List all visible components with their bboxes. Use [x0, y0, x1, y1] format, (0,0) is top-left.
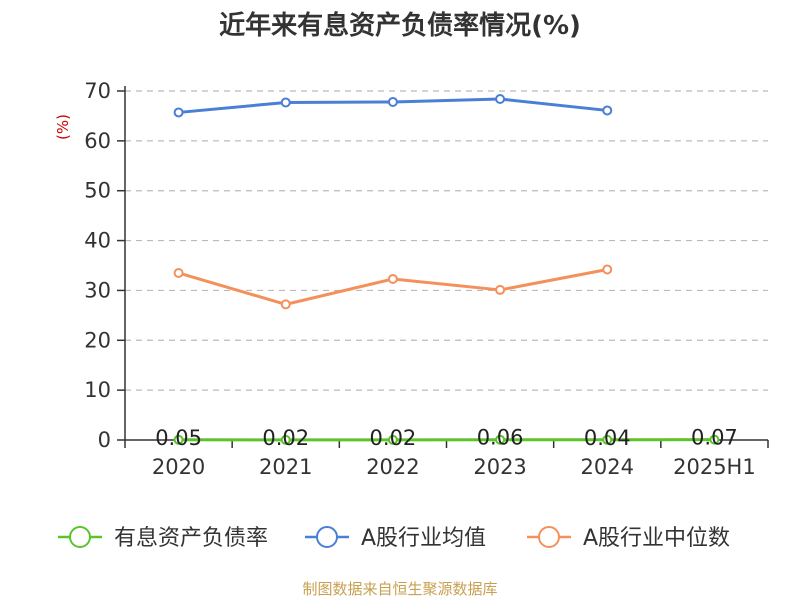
- x-tick-label: 2023: [473, 455, 526, 479]
- data-point[interactable]: [280, 299, 291, 310]
- data-point[interactable]: [173, 107, 184, 118]
- data-labels: 0.05 0.02 0.02 0.06 0.04 0.07: [155, 426, 738, 450]
- data-label: 0.04: [584, 426, 631, 450]
- x-tick-label: 2024: [581, 455, 634, 479]
- data-point[interactable]: [387, 96, 398, 107]
- gridlines: [125, 90, 768, 391]
- data-point[interactable]: [280, 97, 291, 108]
- data-label: 0.05: [155, 426, 202, 450]
- x-tick-label: 2022: [366, 455, 419, 479]
- legend-marker: [316, 526, 338, 548]
- legend-marker: [538, 526, 560, 548]
- data-label: 0.06: [477, 426, 524, 450]
- y-tick-label: 50: [84, 179, 111, 203]
- data-point[interactable]: [173, 434, 184, 445]
- x-tick-label: 2025H1: [673, 455, 756, 479]
- series-group: [173, 93, 720, 445]
- axes: 0 10 20 30 40 50 60 70 2020 2021 2022 2023 2024 2025H…: [84, 79, 769, 479]
- legend-item-1[interactable]: A股行业均值: [305, 526, 486, 551]
- data-point[interactable]: [602, 434, 613, 445]
- chart-title: 近年来有息资产负债率情况(%): [219, 10, 581, 41]
- data-point[interactable]: [602, 264, 613, 275]
- x-tick-label: 2020: [152, 455, 205, 479]
- legend-item-0[interactable]: 有息资产负债率: [58, 526, 268, 551]
- data-point[interactable]: [602, 105, 613, 116]
- legend-label: 有息资产负债率: [114, 526, 268, 551]
- y-tick-label: 0: [98, 428, 111, 452]
- x-tick-label: 2021: [259, 455, 312, 479]
- data-point[interactable]: [280, 434, 291, 445]
- y-tick-label: 40: [84, 229, 111, 253]
- data-point[interactable]: [709, 434, 720, 445]
- data-point[interactable]: [495, 93, 506, 104]
- legend[interactable]: 有息资产负债率 A股行业均值 A股行业中位数: [58, 526, 730, 551]
- legend-item-2[interactable]: A股行业中位数: [527, 526, 730, 551]
- y-tick-label: 20: [84, 328, 111, 352]
- legend-label: A股行业均值: [361, 526, 486, 551]
- y-tick-label: 60: [84, 129, 111, 153]
- data-label: 0.02: [262, 426, 309, 450]
- legend-marker: [69, 526, 91, 548]
- data-point[interactable]: [173, 267, 184, 278]
- y-tick-label: 10: [84, 378, 111, 402]
- y-tick-label: 70: [84, 79, 111, 103]
- legend-label: A股行业中位数: [583, 526, 730, 551]
- y-tick-label: 30: [84, 278, 111, 302]
- data-point[interactable]: [387, 434, 398, 445]
- source-note: 制图数据来自恒生聚源数据库: [302, 580, 497, 598]
- data-point[interactable]: [495, 284, 506, 295]
- data-label: 0.07: [691, 426, 738, 450]
- data-label: 0.02: [370, 426, 417, 450]
- y-axis-label: (%): [54, 114, 72, 140]
- data-point[interactable]: [495, 434, 506, 445]
- data-point[interactable]: [387, 273, 398, 284]
